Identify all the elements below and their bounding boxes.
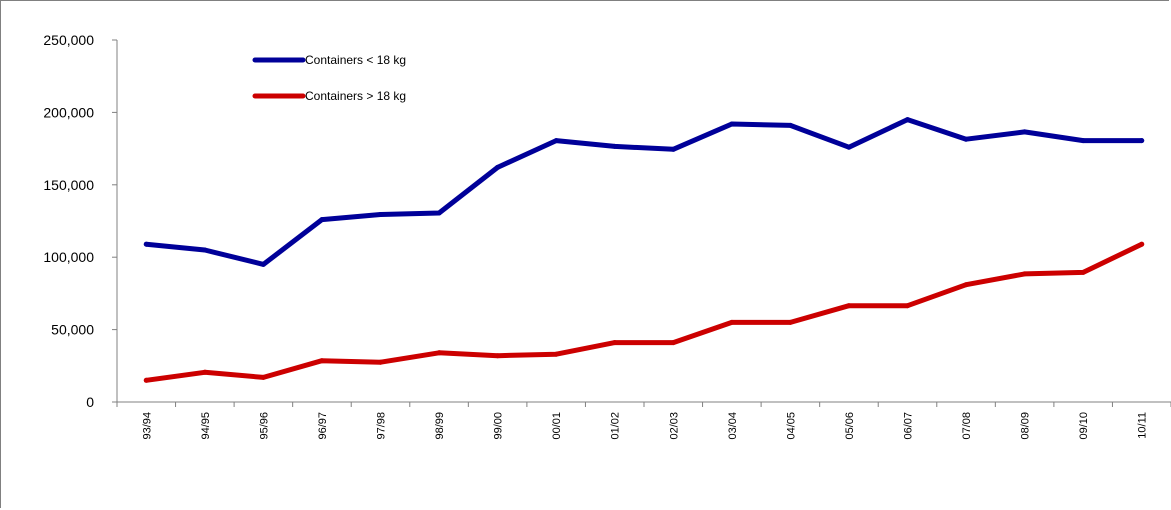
y-tick-label: 200,000 [43, 104, 94, 120]
data-point [1139, 241, 1145, 247]
x-tick-label: 00/01 [551, 412, 563, 440]
data-point [729, 319, 735, 325]
data-point [1022, 271, 1028, 277]
data-point [787, 319, 793, 325]
data-point [1080, 269, 1086, 275]
data-point [553, 351, 559, 357]
data-point [260, 261, 266, 267]
series-lines [143, 117, 1145, 383]
x-tick-label: 07/08 [961, 412, 973, 440]
y-tick-label: 150,000 [43, 177, 94, 193]
x-tick-label: 10/11 [1137, 412, 1149, 439]
x-tick-label: 97/98 [376, 412, 388, 440]
data-point [1022, 129, 1028, 135]
series-line-0 [143, 117, 1145, 267]
y-axis: 0 50,000 100,000 150,000 200,000 250,000 [43, 32, 118, 410]
data-point [905, 117, 910, 123]
data-point [319, 217, 325, 223]
x-tick-label: 04/05 [785, 412, 797, 440]
data-point [1080, 138, 1086, 144]
x-tick-label: 96/97 [317, 412, 329, 440]
data-point [143, 377, 149, 383]
data-point [436, 210, 442, 216]
legend: Containers < 18 kg Containers > 18 kg [252, 53, 406, 103]
x-tick-label: 05/06 [844, 412, 856, 440]
legend-label-0: Containers < 18 kg [305, 53, 406, 67]
x-tick-label: 93/94 [141, 412, 153, 440]
x-tick-label: 08/09 [1020, 412, 1032, 440]
x-tick-label: 09/10 [1078, 412, 1090, 440]
legend-item-0: Containers < 18 kg [252, 53, 406, 67]
data-point [729, 121, 735, 127]
data-point [202, 247, 208, 253]
data-point [612, 340, 618, 346]
data-point [436, 350, 442, 356]
x-tick-label: 06/07 [903, 412, 915, 440]
x-tick-label: 03/04 [727, 412, 739, 440]
x-tick-label: 02/03 [668, 412, 680, 440]
data-point [787, 122, 793, 128]
data-point [495, 353, 501, 359]
data-point [846, 303, 852, 309]
y-tick-label: 100,000 [43, 249, 94, 265]
data-point [553, 138, 559, 144]
y-tick-label: 50,000 [51, 322, 94, 338]
data-point [963, 282, 969, 288]
data-point [202, 369, 208, 375]
data-point [612, 143, 618, 149]
x-tick-label: 94/95 [200, 412, 212, 440]
series-line-1 [143, 241, 1145, 383]
data-point [260, 374, 266, 380]
data-point [670, 146, 676, 152]
legend-label-1: Containers > 18 kg [305, 89, 406, 103]
data-point [670, 340, 676, 346]
x-tick-label: 98/99 [434, 412, 446, 440]
data-point [963, 136, 969, 142]
x-axis: 93/94 94/95 95/96 96/97 97/98 98/99 99/00 00/01… [116, 401, 1171, 440]
data-point [905, 303, 910, 309]
data-point [143, 241, 149, 247]
data-point [846, 144, 852, 150]
data-point [378, 359, 383, 365]
data-point [1139, 138, 1145, 144]
data-point [495, 164, 501, 170]
x-tick-label: 95/96 [258, 412, 270, 440]
data-point [319, 358, 325, 364]
legend-item-1: Containers > 18 kg [252, 89, 406, 103]
x-tick-label: 01/02 [610, 412, 622, 440]
y-tick-label: 0 [86, 394, 94, 410]
data-point [378, 212, 383, 217]
x-tick-label: 99/00 [493, 412, 505, 440]
y-tick-label: 250,000 [43, 32, 94, 48]
